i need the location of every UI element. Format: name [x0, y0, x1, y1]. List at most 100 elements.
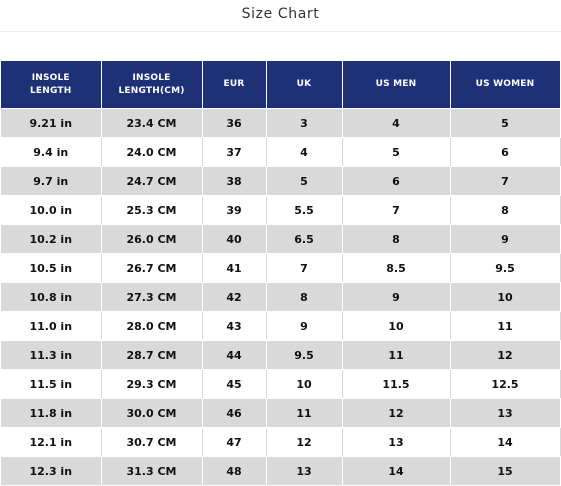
table-row: 11.5 in 29.3 CM 45 10 11.5 12.5 [1, 369, 561, 399]
cell-us-men: 4 [342, 108, 451, 138]
cell-eur: 46 [202, 398, 267, 428]
cell-insole-length-cm: 23.4 CM [101, 108, 203, 138]
cell-insole-length-cm: 25.3 CM [101, 195, 203, 225]
cell-eur: 36 [202, 108, 267, 138]
cell-eur: 37 [202, 137, 267, 167]
column-header-us-women: US WOMEN [450, 61, 561, 109]
cell-eur: 48 [202, 456, 267, 486]
cell-insole-length-in: 11.5 in [1, 369, 102, 399]
table-row: 10.5 in 26.7 CM 41 7 8.5 9.5 [1, 253, 561, 283]
cell-insole-length-cm: 30.7 CM [101, 427, 203, 457]
cell-us-women: 9.5 [450, 253, 561, 283]
cell-us-women: 10 [450, 282, 561, 312]
size-chart-table: INSOLE LENGTH INSOLE LENGTH(CM) EUR UK U… [1, 61, 561, 486]
cell-uk: 8 [266, 282, 343, 312]
cell-insole-length-in: 11.8 in [1, 398, 102, 428]
table-header-row: INSOLE LENGTH INSOLE LENGTH(CM) EUR UK U… [1, 61, 561, 109]
cell-us-men: 13 [342, 427, 451, 457]
table-row: 12.3 in 31.3 CM 48 13 14 15 [1, 456, 561, 486]
cell-us-women: 11 [450, 311, 561, 341]
cell-insole-length-cm: 29.3 CM [101, 369, 203, 399]
cell-insole-length-in: 9.4 in [1, 137, 102, 167]
cell-us-men: 10 [342, 311, 451, 341]
cell-us-men: 7 [342, 195, 451, 225]
cell-us-women: 13 [450, 398, 561, 428]
cell-us-men: 6 [342, 166, 451, 196]
cell-uk: 10 [266, 369, 343, 399]
cell-us-women: 5 [450, 108, 561, 138]
cell-insole-length-cm: 27.3 CM [101, 282, 203, 312]
table-body: 9.21 in 23.4 CM 36 3 4 5 9.4 in 24.0 CM 37 4 5 6 9.7… [1, 108, 561, 486]
table-row: 9.4 in 24.0 CM 37 4 5 6 [1, 137, 561, 167]
cell-insole-length-in: 9.7 in [1, 166, 102, 196]
cell-insole-length-cm: 24.0 CM [101, 137, 203, 167]
cell-insole-length-cm: 30.0 CM [101, 398, 203, 428]
cell-us-men: 11 [342, 340, 451, 370]
column-header-us-men: US MEN [342, 61, 451, 109]
table-row: 11.0 in 28.0 CM 43 9 10 11 [1, 311, 561, 341]
cell-uk: 9 [266, 311, 343, 341]
cell-insole-length-in: 11.3 in [1, 340, 102, 370]
cell-insole-length-in: 9.21 in [1, 108, 102, 138]
cell-uk: 11 [266, 398, 343, 428]
cell-uk: 5.5 [266, 195, 343, 225]
cell-us-women: 7 [450, 166, 561, 196]
cell-uk: 6.5 [266, 224, 343, 254]
cell-insole-length-in: 12.1 in [1, 427, 102, 457]
cell-insole-length-cm: 26.7 CM [101, 253, 203, 283]
cell-us-women: 9 [450, 224, 561, 254]
cell-eur: 40 [202, 224, 267, 254]
cell-insole-length-in: 11.0 in [1, 311, 102, 341]
cell-us-women: 12.5 [450, 369, 561, 399]
cell-uk: 12 [266, 427, 343, 457]
table-row: 10.8 in 27.3 CM 42 8 9 10 [1, 282, 561, 312]
cell-eur: 41 [202, 253, 267, 283]
cell-eur: 42 [202, 282, 267, 312]
cell-us-men: 9 [342, 282, 451, 312]
table-row: 11.8 in 30.0 CM 46 11 12 13 [1, 398, 561, 428]
page-title: Size Chart [241, 6, 320, 22]
table-row: 10.2 in 26.0 CM 40 6.5 8 9 [1, 224, 561, 254]
cell-us-men: 8 [342, 224, 451, 254]
cell-insole-length-in: 10.5 in [1, 253, 102, 283]
cell-insole-length-in: 10.0 in [1, 195, 102, 225]
cell-us-men: 14 [342, 456, 451, 486]
column-header-eur: EUR [202, 61, 267, 109]
table-row: 11.3 in 28.7 CM 44 9.5 11 12 [1, 340, 561, 370]
cell-uk: 3 [266, 108, 343, 138]
cell-eur: 44 [202, 340, 267, 370]
cell-us-men: 8.5 [342, 253, 451, 283]
column-header-uk: UK [266, 61, 343, 109]
cell-insole-length-cm: 28.7 CM [101, 340, 203, 370]
cell-us-women: 8 [450, 195, 561, 225]
cell-insole-length-in: 10.2 in [1, 224, 102, 254]
column-header-insole-length: INSOLE LENGTH [1, 61, 102, 109]
cell-eur: 47 [202, 427, 267, 457]
cell-insole-length-cm: 26.0 CM [101, 224, 203, 254]
cell-uk: 13 [266, 456, 343, 486]
table-row: 9.7 in 24.7 CM 38 5 6 7 [1, 166, 561, 196]
cell-insole-length-cm: 24.7 CM [101, 166, 203, 196]
cell-us-women: 12 [450, 340, 561, 370]
cell-uk: 4 [266, 137, 343, 167]
table-row: 9.21 in 23.4 CM 36 3 4 5 [1, 108, 561, 138]
cell-eur: 39 [202, 195, 267, 225]
cell-insole-length-cm: 31.3 CM [101, 456, 203, 486]
table-row: 10.0 in 25.3 CM 39 5.5 7 8 [1, 195, 561, 225]
cell-us-men: 5 [342, 137, 451, 167]
cell-uk: 7 [266, 253, 343, 283]
cell-insole-length-cm: 28.0 CM [101, 311, 203, 341]
title-divider [0, 31, 561, 32]
cell-insole-length-in: 12.3 in [1, 456, 102, 486]
cell-us-men: 11.5 [342, 369, 451, 399]
cell-eur: 43 [202, 311, 267, 341]
cell-us-women: 6 [450, 137, 561, 167]
cell-us-men: 12 [342, 398, 451, 428]
table-row: 12.1 in 30.7 CM 47 12 13 14 [1, 427, 561, 457]
cell-insole-length-in: 10.8 in [1, 282, 102, 312]
cell-us-women: 15 [450, 456, 561, 486]
cell-eur: 38 [202, 166, 267, 196]
cell-uk: 5 [266, 166, 343, 196]
cell-uk: 9.5 [266, 340, 343, 370]
cell-eur: 45 [202, 369, 267, 399]
